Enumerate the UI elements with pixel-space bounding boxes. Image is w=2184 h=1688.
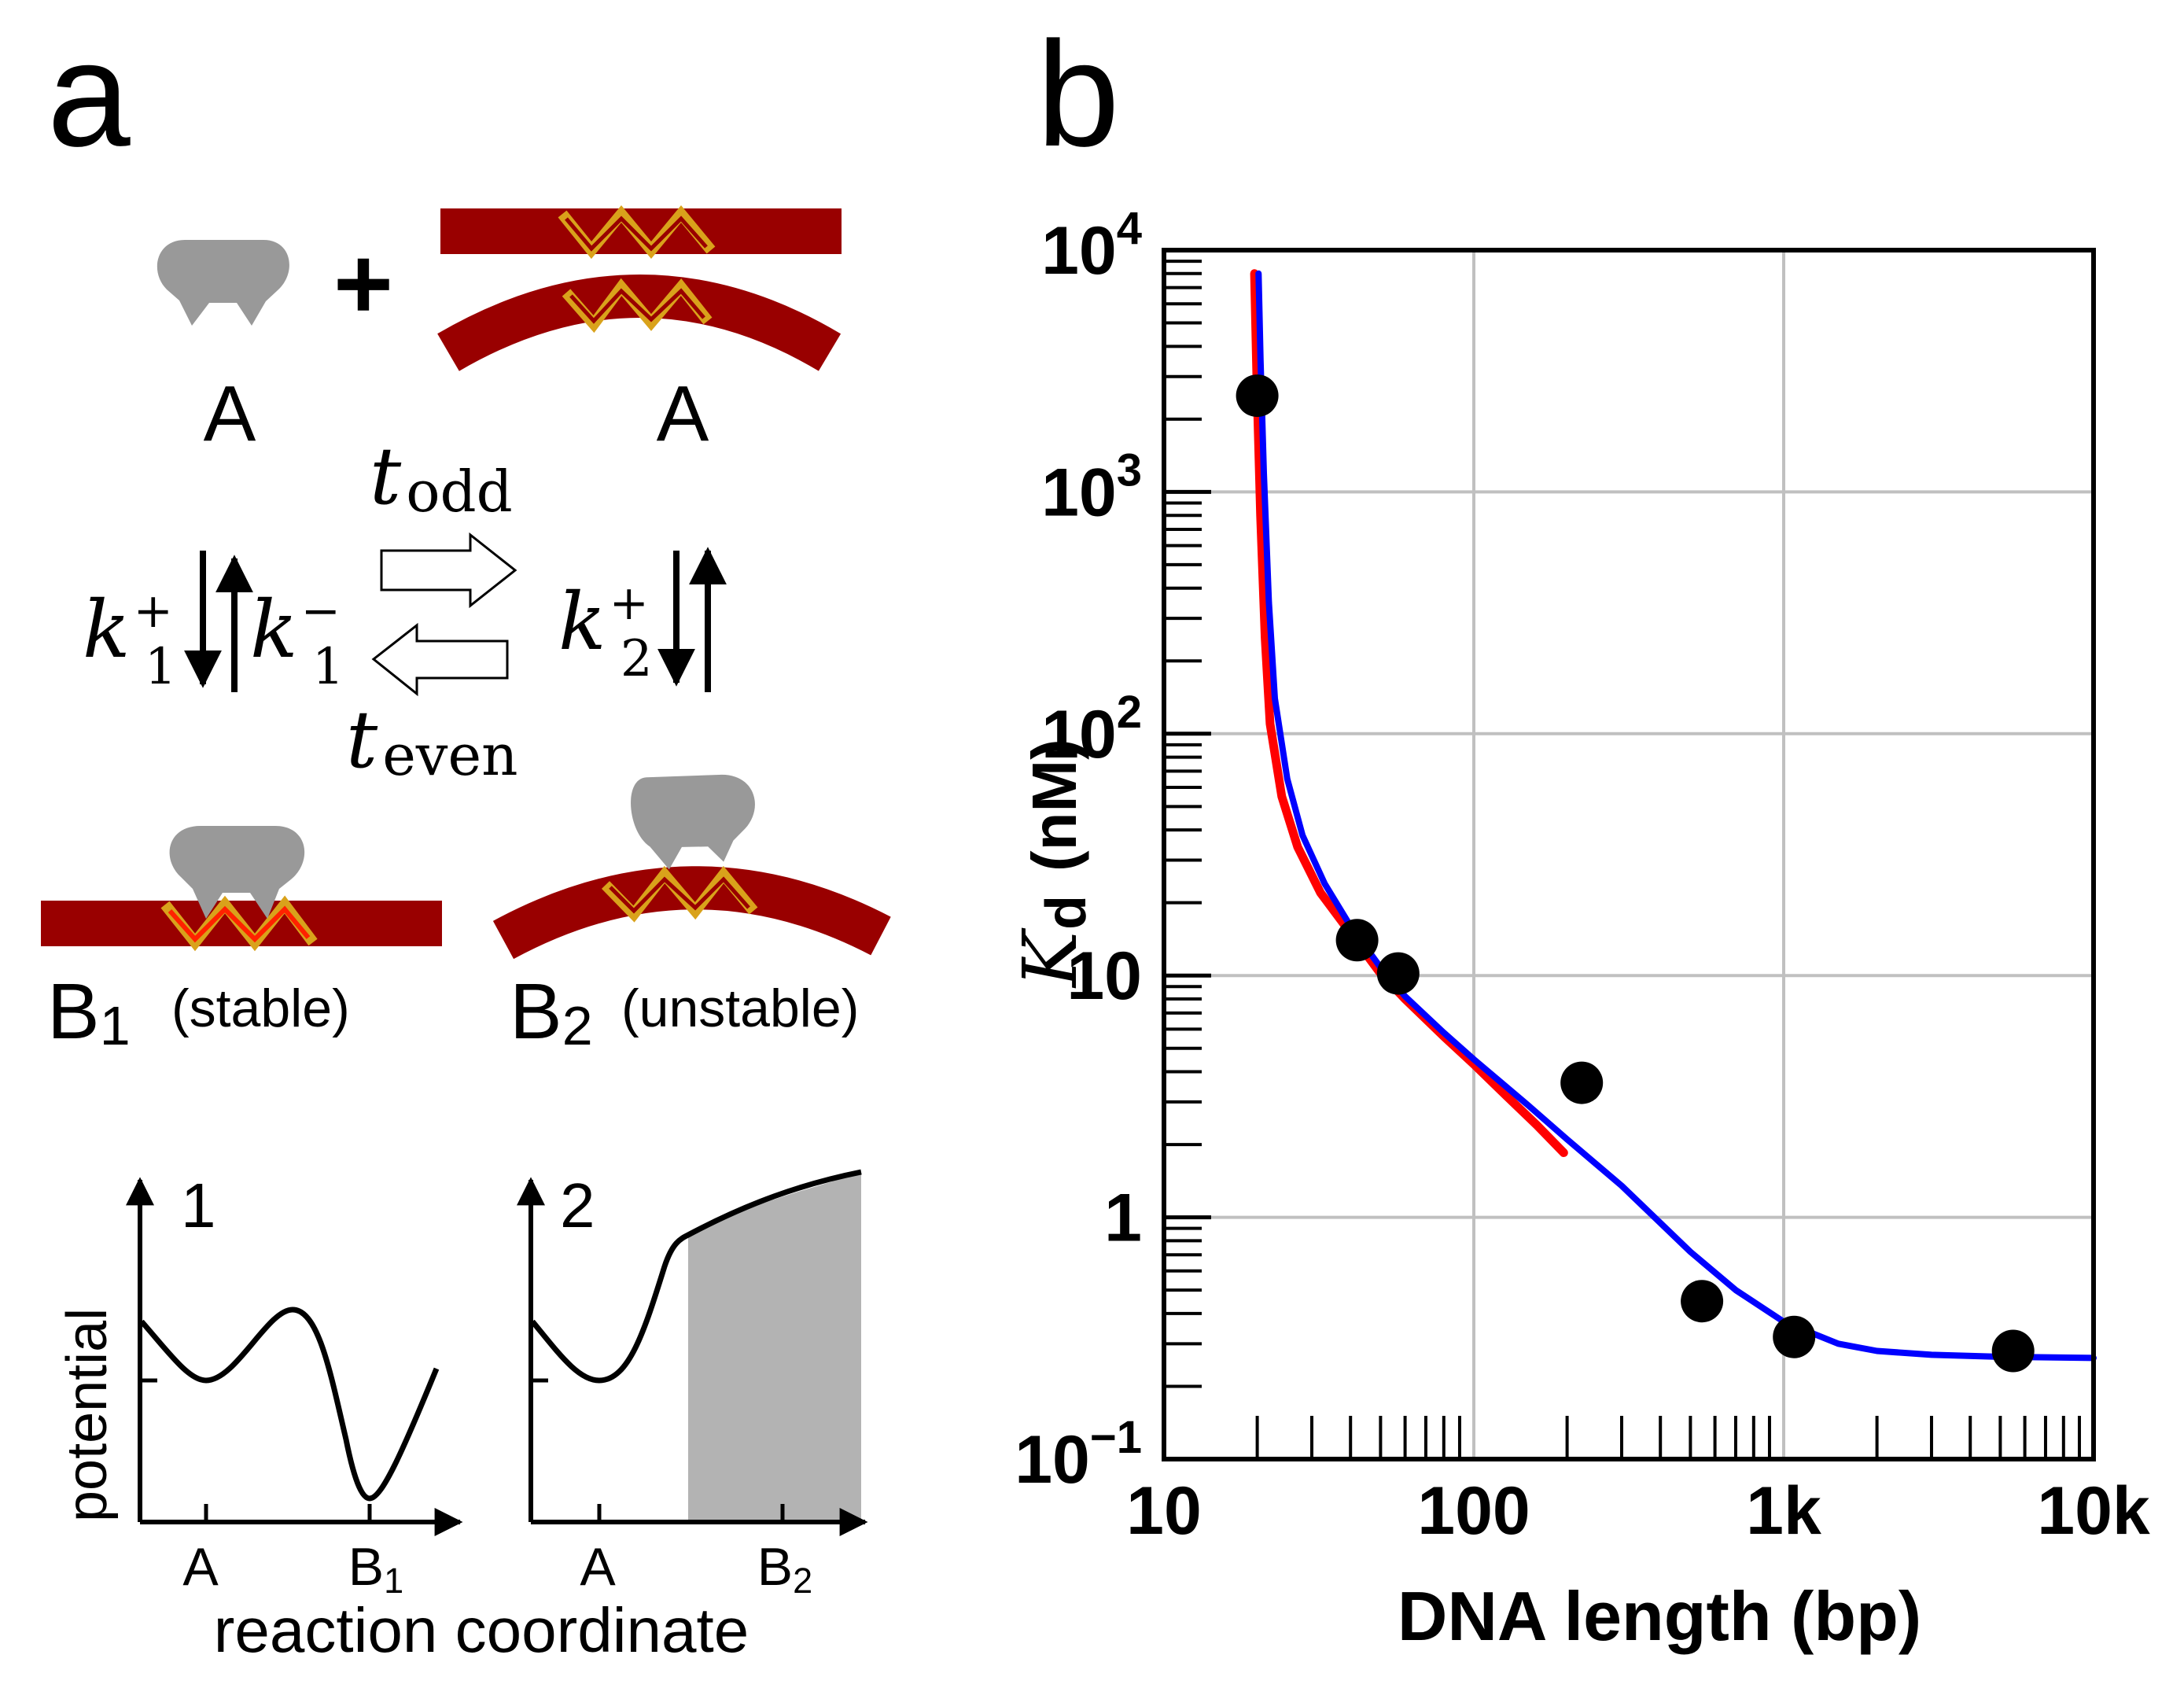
- data-point: [1560, 1061, 1604, 1104]
- plot2-tick-A: A: [580, 1537, 616, 1597]
- data-point: [1236, 374, 1279, 418]
- curve-red-model: [1250, 269, 1568, 1157]
- label-free-protein-A: A: [204, 370, 256, 458]
- x-axis-label: DNA length (bp): [1398, 1577, 1921, 1655]
- complex-B2: [492, 774, 891, 960]
- y-tick-label: 1: [1104, 1181, 1142, 1256]
- y-tick-exponent: 2: [1117, 687, 1142, 738]
- data-point: [1773, 1315, 1816, 1358]
- y-tick-label: 10: [1066, 938, 1142, 1014]
- panel-a-label: a: [47, 11, 131, 178]
- label-B1: B1: [47, 967, 131, 1056]
- complex-B1: [41, 826, 442, 952]
- t-even: teven: [346, 694, 517, 788]
- grid: [1164, 250, 2094, 1459]
- y-tick-base: 10: [1041, 213, 1117, 289]
- data-point: [1376, 952, 1420, 995]
- y-tick-exponent: 4: [1117, 203, 1142, 254]
- reaction-coordinate-xlabel: reaction coordinate: [214, 1595, 749, 1665]
- label-B2-note: (unstable): [621, 979, 859, 1038]
- panel-a: a A + A todd teven k+ 1 k− 1 k+ 2: [41, 11, 891, 1665]
- y-tick-base: 10: [1015, 1422, 1090, 1498]
- y-tick-label: 102: [1041, 687, 1142, 772]
- y-tick-base: 10: [1041, 697, 1117, 772]
- free-protein: [157, 240, 289, 326]
- plot2-number: 2: [560, 1170, 595, 1240]
- dna-bent-free: [437, 275, 842, 371]
- potential-plot-1: 1 A B1: [126, 1170, 463, 1601]
- data-point: [1991, 1329, 2035, 1373]
- y-tick-label: 10−1: [1015, 1412, 1142, 1498]
- y-tick-label: 103: [1041, 444, 1142, 530]
- k2-plus: k+ 2: [558, 576, 653, 688]
- t-odd: todd: [370, 430, 513, 525]
- minor-ticks: [1164, 248, 2081, 1461]
- y-tick-label: 104: [1041, 203, 1142, 289]
- y-axis-label: Kd(nM): [1007, 739, 1098, 989]
- curve-blue-model: [1255, 270, 2097, 1362]
- x-tick-label: 1k: [1746, 1473, 1821, 1549]
- x-tick-label: 10k: [2037, 1473, 2150, 1549]
- potential-ylabel: potential: [56, 1308, 119, 1522]
- hollow-arrow-right: [380, 532, 517, 609]
- hollow-arrow-left: [371, 622, 509, 697]
- plot-frame: [1162, 248, 2096, 1461]
- unstable-region-shade: [688, 1172, 861, 1522]
- plot2-tick-B2: B2: [757, 1537, 812, 1601]
- y-tick-base: 10: [1041, 455, 1117, 530]
- data-point: [1681, 1280, 1724, 1323]
- plot1-number: 1: [181, 1170, 216, 1240]
- y-tick-exponent: −1: [1090, 1412, 1142, 1463]
- k1-minus: k− 1: [250, 584, 344, 696]
- plus-sign: +: [333, 226, 393, 341]
- data-point: [1335, 919, 1379, 962]
- dna-straight-free: [440, 205, 842, 260]
- plot1-tick-B1: B1: [348, 1537, 403, 1601]
- label-dna-A: A: [657, 370, 709, 458]
- plot1-tick-A: A: [182, 1537, 219, 1597]
- potential-plot-2: 2 A B2: [517, 1169, 868, 1601]
- model-curves: [1250, 269, 2097, 1362]
- panel-b-label: b: [1037, 11, 1120, 178]
- y-tick-exponent: 3: [1117, 444, 1142, 496]
- label-B2: B2: [510, 967, 593, 1056]
- data-points: [1236, 374, 2035, 1373]
- x-tick-label: 10: [1126, 1473, 1202, 1549]
- k1-plus: k+ 1: [83, 584, 177, 696]
- x-tick-label: 100: [1417, 1473, 1530, 1549]
- label-B1-note: (stable): [171, 979, 350, 1038]
